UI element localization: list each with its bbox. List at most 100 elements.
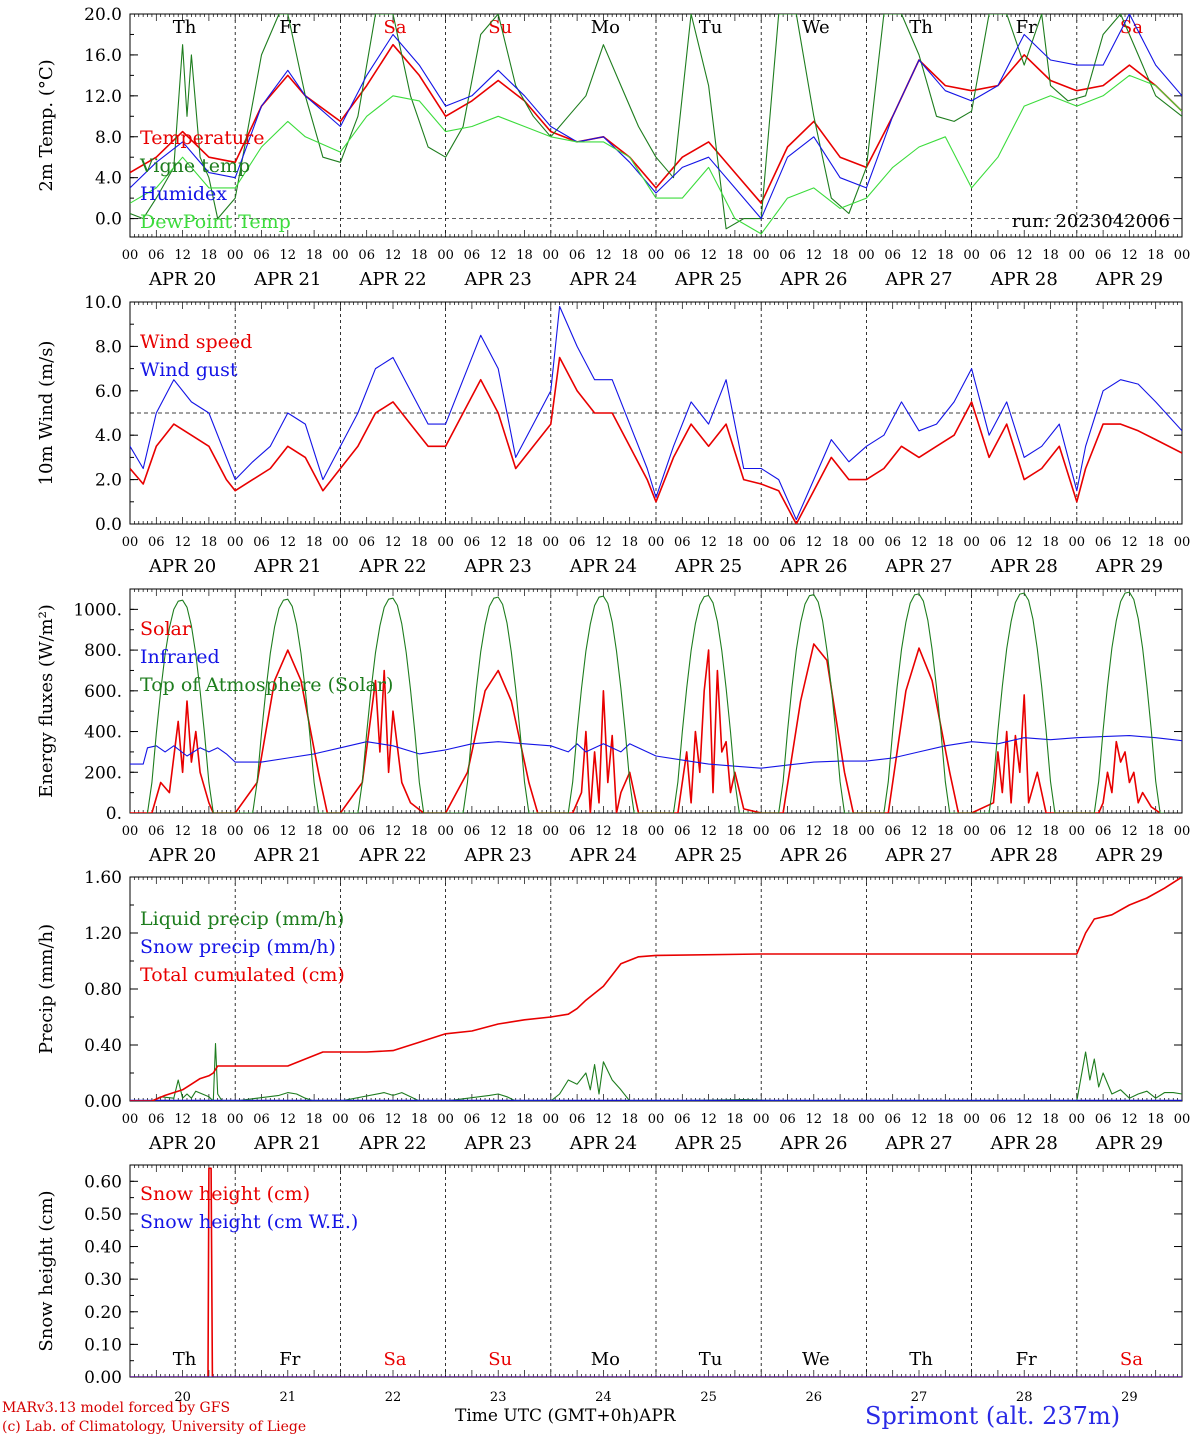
x-hour-label: 06 [674,535,691,550]
y-tick-label: 0.0 [95,515,122,535]
x-hour-label: 12 [490,535,507,550]
x-date-label: APR 27 [884,845,952,866]
x-axis-title: Time UTC (GMT+0h)APR [455,1406,676,1426]
x-hour-label: 00 [543,535,560,550]
x-hour-label: 18 [832,1112,849,1127]
x-hour-label: 12 [700,824,717,839]
weekday-label: Th [173,17,197,38]
x-hour-label: 06 [1095,248,1112,263]
legend-entry: DewPoint Temp [140,211,291,233]
x-hour-label: 12 [700,248,717,263]
x-date-label: APR 26 [779,556,847,577]
x-date-label: APR 20 [148,1133,216,1154]
y-tick-label: 1.20 [84,924,122,944]
x-date-label: APR 24 [569,269,637,290]
legend-entry: Humidex [140,183,227,205]
x-hour-label: 00 [1174,1112,1191,1127]
x-hour-label: 12 [1016,535,1033,550]
y-tick-label: 0.00 [84,1092,122,1112]
legend-entry: Snow height (cm W.E.) [140,1211,358,1233]
series-line-top-of-atmosphere-solar- [146,591,1165,813]
x-day-number: 24 [595,1390,612,1405]
y-tick-label: 0.0 [95,210,122,230]
x-hour-label: 12 [490,1112,507,1127]
x-hour-label: 06 [990,248,1007,263]
x-day-number: 28 [1016,1390,1033,1405]
series-group [130,591,1182,813]
x-date-label: APR 22 [358,556,426,577]
weekday-label: Th [909,17,933,38]
weekday-label: Fr [1016,1349,1037,1370]
y-tick-label: 0.50 [84,1205,122,1225]
panel-0: 0.0 4.0 8.0 12.0 16.0 20.0 2m Temp. (°C) 00 06 12… [36,5,1190,290]
weekday-label: Fr [279,17,300,38]
x-day-number: 26 [806,1390,823,1405]
x-hour-label: 00 [963,1112,980,1127]
x-hour-label: 12 [174,248,191,263]
y-axis-title: 10m Wind (m/s) [36,341,57,486]
x-hour-label: 06 [358,824,375,839]
y-tick-label: 10.0 [84,293,122,313]
x-hour-label: 00 [437,535,454,550]
x-hour-label: 06 [884,535,901,550]
x-hour-label: 00 [122,824,139,839]
x-axis-month: APR [639,1406,676,1426]
series-line-solar [130,643,1161,813]
weekday-label: Su [488,17,512,38]
x-hour-label: 12 [806,248,823,263]
x-hour-label: 00 [648,1112,665,1127]
y-tick-label: 0.20 [84,1303,122,1323]
x-date-label: APR 24 [569,1133,637,1154]
panel-1: 0.0 2.0 4.0 6.0 8.0 10.0 10m Wind (m/s) 00 06 12 1… [36,293,1190,577]
x-hour-label: 12 [490,824,507,839]
x-day-number: 20 [174,1390,191,1405]
x-hour-label: 06 [358,1112,375,1127]
x-hour-label: 00 [1174,248,1191,263]
y-axis-title: Precip (mm/h) [36,924,57,1054]
x-hour-label: 00 [437,248,454,263]
x-date-label: APR 25 [674,269,742,290]
y-tick-label: 2.0 [95,471,122,491]
x-date-label: APR 26 [779,269,847,290]
panel-3: 0.00 0.40 0.80 1.20 1.60 Precip (mm/h) 00 06 12 1… [36,868,1190,1154]
weekday-label: Su [488,1349,512,1370]
legend-entry: Wind gust [140,359,238,381]
x-hour-label: 18 [937,1112,954,1127]
x-hour-label: 06 [148,535,165,550]
x-hour-label: 00 [1069,824,1086,839]
x-hour-label: 18 [832,535,849,550]
x-hour-label: 18 [621,535,638,550]
x-date-label: APR 27 [884,556,952,577]
x-hour-label: 18 [621,248,638,263]
x-hour-label: 00 [227,535,244,550]
x-hour-label: 12 [911,248,928,263]
legend-entry: Liquid precip (mm/h) [140,908,344,930]
x-hour-label: 12 [385,535,402,550]
x-hour-label: 12 [1016,248,1033,263]
series-line-snow-height-cm- [130,1167,1182,1377]
x-hour-label: 18 [832,248,849,263]
x-hour-label: 00 [753,1112,770,1127]
weekday-label: We [802,1349,830,1370]
credit-line-1: MARv3.13 model forced by GFS [2,1400,231,1416]
x-date-label: APR 29 [1095,556,1163,577]
x-hour-label: 06 [884,248,901,263]
x-hour-label: 00 [858,248,875,263]
x-hour-label: 12 [280,1112,297,1127]
x-date-label: APR 28 [990,1133,1058,1154]
x-hour-label: 00 [963,824,980,839]
x-hour-label: 06 [569,248,586,263]
x-date-label: APR 27 [884,1133,952,1154]
legend-entry: Temperature [140,127,264,149]
x-date-label: APR 28 [990,269,1058,290]
x-hour-label: 12 [490,248,507,263]
x-date-label: APR 21 [253,845,321,866]
x-hour-label: 18 [832,824,849,839]
x-date-label: APR 23 [464,845,532,866]
x-hour-label: 00 [1069,535,1086,550]
x-date-label: APR 28 [990,845,1058,866]
x-date-label: APR 29 [1095,1133,1163,1154]
x-hour-label: 18 [516,248,533,263]
x-hour-label: 06 [779,248,796,263]
x-hour-label: 06 [779,824,796,839]
